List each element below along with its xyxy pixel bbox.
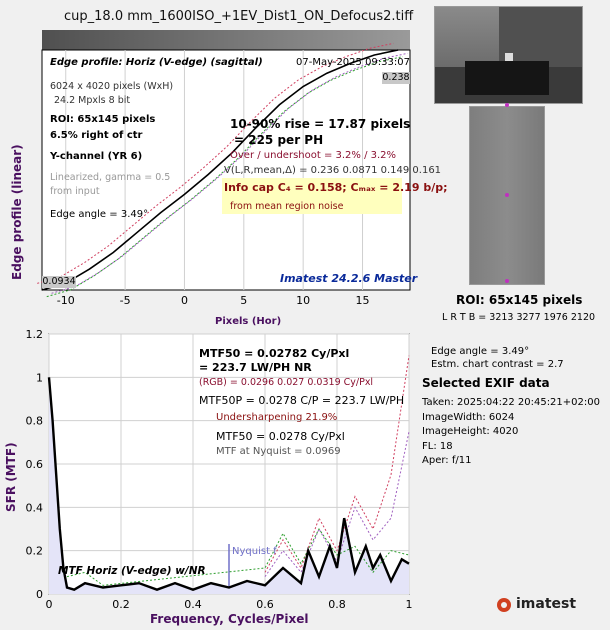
- mtf-nyquist-line: MTF at Nyquist = 0.0969: [216, 446, 341, 457]
- roi-context-image: [434, 6, 583, 104]
- edge-strip: [42, 30, 410, 50]
- imatest-logo: imatest: [516, 596, 577, 612]
- mtf50-line: MTF50 = 0.02782 Cy/Pxl: [199, 347, 350, 360]
- mtf-blue-series: [264, 431, 410, 577]
- roi-markers: [505, 103, 509, 283]
- edge-xtick-label: -5: [120, 294, 131, 307]
- mtf-red-series: [264, 355, 410, 573]
- exif-row: ImageHeight: 4020: [422, 426, 519, 437]
- mtf-ytick-label: 0.4: [26, 501, 44, 514]
- exif-row: Taken: 2025:04:22 20:45:21+02:00: [422, 397, 600, 408]
- imatest-logo-icon: [496, 597, 512, 613]
- mtf-xtick-label: 0.2: [112, 598, 130, 611]
- roi-title: ROI: 65x145 pixels: [456, 293, 583, 307]
- edge-angle-label: Edge angle = 3.49°: [50, 209, 149, 220]
- mtf-xtick-label: 1: [406, 598, 413, 611]
- exif-list: Taken: 2025:04:22 20:45:21+02:00 ImageWi…: [422, 396, 600, 469]
- mtf-ytick-label: 1: [36, 371, 43, 384]
- mtf-ytick-label: 0.2: [26, 545, 44, 558]
- exif-row: ImageWidth: 6024: [422, 411, 515, 423]
- right-contrast: Estm. chart contrast = 2.7: [431, 359, 564, 370]
- mtf-ytick-label: 0: [36, 588, 43, 601]
- edge-plot-area: [41, 49, 411, 291]
- edge-header-right: 07-May-2025 09:33:07: [296, 57, 410, 68]
- edge-xticks: -10 -5 0 5 10 15: [57, 294, 370, 307]
- edge-grid: [65, 50, 364, 290]
- nyquist-label: Nyquist f: [232, 546, 277, 557]
- mtf-series: [47, 355, 410, 594]
- mtf-xlabel: Frequency, Cycles/Pixel: [150, 612, 309, 626]
- edge-info-line: 24.2 Mpxls 8 bit: [54, 95, 131, 106]
- mtf-ylabel: SFR (MTF): [4, 442, 18, 512]
- v-values-line: V(L,R,mean,Δ) = 0.236 0.0871 0.149 0.161: [224, 165, 442, 176]
- mtf-ytick-label: 0.8: [26, 415, 44, 428]
- edge-green-series: [46, 56, 403, 298]
- undersharpening-line: Undersharpening 21.9%: [216, 412, 338, 423]
- rise-line: 10-90% rise = 17.87 pixels: [230, 117, 411, 131]
- mtf-rgb-line: (RGB) = 0.0296 0.027 0.0319 Cy/Pxl: [199, 377, 374, 388]
- mtf50-std-line: MTF50 = 0.0278 Cy/Pxl: [216, 430, 345, 443]
- roi-coords: L R T B = 3213 3277 1976 2120: [442, 312, 596, 323]
- edge-xtick-label: 15: [356, 294, 370, 307]
- mtf-green-series: [66, 528, 410, 586]
- edge-series: [37, 42, 408, 298]
- exif-row: Aper: f/11: [422, 455, 472, 466]
- right-edge-angle: Edge angle = 3.49°: [431, 346, 530, 357]
- value-bottom-badge: 0.0934: [42, 276, 76, 288]
- mtf-ytick-label: 1.2: [26, 328, 44, 341]
- mtf50p-line: MTF50P = 0.0278 C/P = 223.7 LW/PH: [199, 394, 405, 407]
- overshoot-line: Over / undershoot = 3.2% / 3.2%: [230, 150, 397, 161]
- exif-row: FL: 18: [422, 440, 453, 452]
- exif-title: Selected EXIF data: [422, 376, 550, 390]
- noise-line: from mean region noise: [230, 201, 344, 212]
- edge-linearized-line: from input: [50, 186, 100, 197]
- edge-red-series: [37, 42, 394, 284]
- mtf-luminance-series: [47, 377, 410, 591]
- edge-info-line: 6024 x 4020 pixels (WxH): [50, 81, 174, 92]
- edge-roi-line: ROI: 65x145 pixels: [50, 114, 156, 125]
- imatest-version-label: Imatest 24.2.6 Master: [280, 272, 418, 285]
- edge-xtick-label: 5: [240, 294, 247, 307]
- edge-linearized-line: Linearized, gamma = 0.5: [50, 172, 171, 183]
- mtf-ticks: 0 0.2 0.4 0.6 0.8 1 0 0.2 0.4 0.6 0.8 1 1.2: [26, 328, 413, 611]
- mtf-ytick-label: 0.6: [26, 458, 44, 471]
- edge-offset-line: 6.5% right of ctr: [50, 130, 143, 141]
- edge-blue-series: [51, 52, 408, 294]
- value-top-badge: 0.238: [382, 72, 410, 84]
- edge-xlabel: Pixels (Hor): [215, 316, 282, 327]
- mtf-curve-label: MTF Horiz (V-edge) w/NR: [58, 565, 206, 577]
- edge-xtick-label: -10: [57, 294, 75, 307]
- info-cap-box: [222, 178, 402, 214]
- mtf50-lwph-line: = 223.7 LW/PH NR: [199, 361, 312, 374]
- mtf-xtick-label: 0.8: [328, 598, 346, 611]
- edge-luminance-series: [41, 49, 399, 291]
- edge-xtick-label: 0: [181, 294, 188, 307]
- per-ph-line: = 225 per PH: [234, 133, 324, 147]
- mtf-xtick-label: 0.6: [256, 598, 274, 611]
- mtf-xtick-label: 0.4: [184, 598, 202, 611]
- edge-channel-line: Y-channel (YR 6): [50, 151, 143, 162]
- info-cap-line: Info cap C₄ = 0.158; Cₘₐₓ = 2.19 b/p;: [224, 181, 448, 194]
- edge-xtick-label: 10: [296, 294, 310, 307]
- edge-header-left: Edge profile: Horiz (V-edge) (sagittal): [50, 57, 263, 68]
- mtf-xtick-label: 0: [46, 598, 53, 611]
- file-title: cup_18.0 mm_1600ISO_+1EV_Dist1_ON_Defocu…: [64, 9, 414, 24]
